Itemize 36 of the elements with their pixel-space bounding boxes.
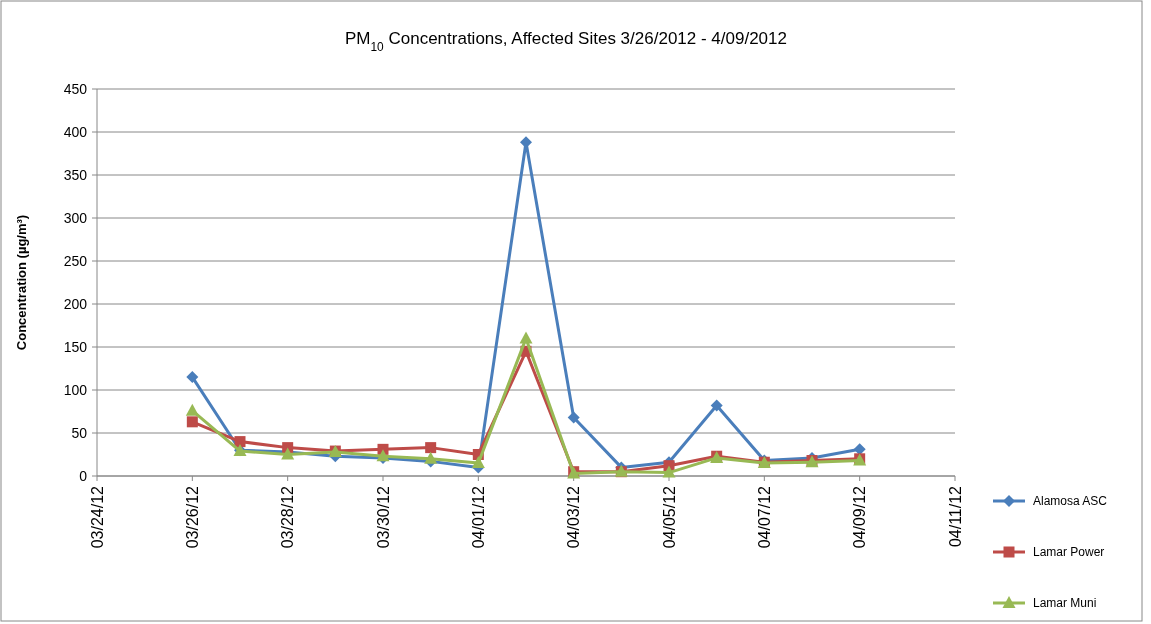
point (519, 331, 533, 344)
legend-label: Lamar Power (1033, 545, 1105, 560)
point (186, 371, 199, 384)
point (185, 403, 199, 416)
y-tick-label: 250 (63, 252, 88, 269)
point (234, 436, 246, 448)
x-tick-label: 03/28/12 (279, 485, 297, 549)
point (424, 451, 438, 464)
y-tick-label: 0 (79, 467, 88, 484)
y-tick-label: 400 (63, 123, 88, 140)
x-tick-label: 03/24/12 (88, 485, 106, 549)
x-tick-label: 03/30/12 (374, 485, 392, 549)
y-tick-label: 200 (63, 295, 88, 312)
x-tick-label: 04/05/12 (660, 485, 678, 549)
y-tick-label: 150 (63, 338, 88, 355)
y-tick-label: 50 (71, 424, 88, 441)
legend-label: Alamosa ASC (1033, 494, 1108, 509)
y-axis-title: Concentration (µg/m³) (14, 214, 29, 351)
y-tick-label: 350 (63, 166, 88, 183)
point (710, 399, 723, 412)
x-tick-label: 03/26/12 (183, 485, 201, 549)
chart-title: PM$_{10}$ Concentrations, Affected Sites 3/26/2012 - 4/09/2012 (345, 29, 787, 54)
y-tick-label: 100 (63, 381, 88, 398)
y-tick-label: 450 (63, 80, 88, 97)
y-tick-label: 300 (63, 209, 88, 226)
legend-label: Lamar Muni (1033, 596, 1097, 611)
point (186, 416, 198, 428)
point (567, 411, 580, 424)
x-tick-label: 04/01/12 (469, 485, 487, 549)
x-tick-label: 04/11/12 (946, 485, 964, 548)
x-tick-label: 04/07/12 (755, 485, 773, 549)
x-tick-label: 04/09/12 (851, 485, 869, 549)
point (662, 465, 676, 478)
point (471, 456, 485, 469)
x-tick-label: 04/03/12 (565, 485, 583, 549)
point (425, 442, 437, 454)
